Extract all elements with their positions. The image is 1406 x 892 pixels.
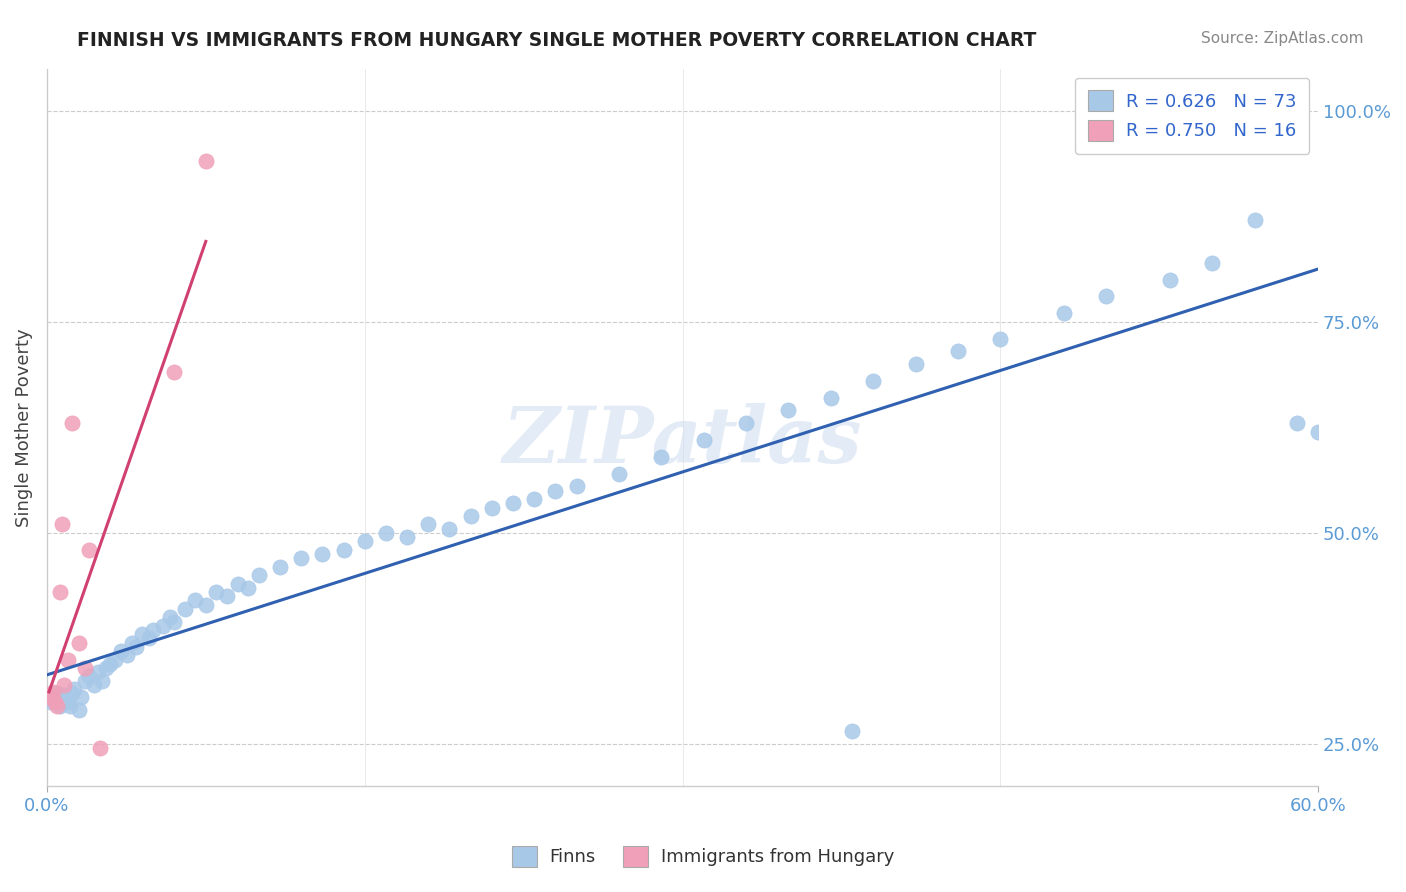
Point bbox=[215, 589, 238, 603]
Point bbox=[481, 500, 503, 515]
Point bbox=[418, 517, 440, 532]
Point bbox=[988, 332, 1011, 346]
Point bbox=[42, 693, 65, 707]
Legend: R = 0.626   N = 73, R = 0.750   N = 16: R = 0.626 N = 73, R = 0.750 N = 16 bbox=[1076, 78, 1309, 153]
Point bbox=[73, 673, 96, 688]
Text: FINNISH VS IMMIGRANTS FROM HUNGARY SINGLE MOTHER POVERTY CORRELATION CHART: FINNISH VS IMMIGRANTS FROM HUNGARY SINGL… bbox=[77, 31, 1036, 50]
Point bbox=[205, 585, 228, 599]
Point bbox=[39, 688, 62, 702]
Point bbox=[904, 357, 927, 371]
Legend: Finns, Immigrants from Hungary: Finns, Immigrants from Hungary bbox=[505, 838, 901, 874]
Point bbox=[77, 669, 100, 683]
Point bbox=[60, 416, 83, 430]
Point bbox=[946, 344, 969, 359]
Point bbox=[46, 698, 69, 713]
Point bbox=[142, 623, 165, 637]
Point bbox=[396, 530, 419, 544]
Point bbox=[42, 684, 65, 698]
Point bbox=[77, 542, 100, 557]
Point bbox=[1095, 289, 1118, 303]
Point bbox=[439, 522, 461, 536]
Point bbox=[51, 697, 73, 711]
Point bbox=[96, 661, 118, 675]
Point bbox=[69, 690, 91, 705]
Text: ZIPatlas: ZIPatlas bbox=[503, 403, 862, 480]
Point bbox=[238, 581, 260, 595]
Point bbox=[48, 698, 70, 713]
Point bbox=[290, 551, 312, 566]
Point bbox=[39, 695, 62, 709]
Point bbox=[565, 479, 588, 493]
Point bbox=[1243, 213, 1265, 227]
Point bbox=[247, 568, 270, 582]
Point bbox=[374, 525, 396, 540]
Point bbox=[56, 652, 79, 666]
Point bbox=[56, 695, 79, 709]
Point bbox=[332, 542, 354, 557]
Point bbox=[100, 657, 122, 671]
Point bbox=[194, 598, 217, 612]
Point bbox=[184, 593, 207, 607]
Point bbox=[820, 391, 842, 405]
Point bbox=[51, 517, 73, 532]
Point bbox=[44, 695, 66, 709]
Point bbox=[226, 576, 249, 591]
Point bbox=[38, 690, 60, 705]
Point bbox=[91, 673, 114, 688]
Point bbox=[110, 644, 132, 658]
Point bbox=[60, 686, 83, 700]
Point bbox=[83, 678, 105, 692]
Point bbox=[67, 635, 90, 649]
Point bbox=[46, 686, 69, 700]
Point bbox=[1201, 256, 1223, 270]
Point bbox=[159, 610, 181, 624]
Point bbox=[692, 433, 714, 447]
Point bbox=[502, 496, 524, 510]
Point bbox=[460, 508, 482, 523]
Text: Source: ZipAtlas.com: Source: ZipAtlas.com bbox=[1201, 31, 1364, 46]
Point bbox=[73, 661, 96, 675]
Point bbox=[52, 678, 75, 692]
Point bbox=[544, 483, 567, 498]
Point bbox=[163, 615, 186, 629]
Point bbox=[89, 741, 111, 756]
Point bbox=[269, 559, 291, 574]
Point bbox=[173, 602, 195, 616]
Point bbox=[44, 690, 66, 705]
Point bbox=[48, 585, 70, 599]
Point bbox=[841, 724, 863, 739]
Point bbox=[131, 627, 153, 641]
Y-axis label: Single Mother Poverty: Single Mother Poverty bbox=[15, 328, 32, 526]
Point bbox=[67, 703, 90, 717]
Point bbox=[650, 450, 672, 464]
Point bbox=[735, 416, 758, 430]
Point bbox=[1159, 272, 1181, 286]
Point bbox=[63, 681, 86, 696]
Point bbox=[121, 635, 143, 649]
Point bbox=[104, 652, 127, 666]
Point bbox=[59, 698, 82, 713]
Point bbox=[607, 467, 630, 481]
Point bbox=[55, 692, 77, 706]
Point bbox=[778, 403, 800, 417]
Point bbox=[163, 366, 186, 380]
Point bbox=[87, 665, 110, 680]
Point bbox=[311, 547, 333, 561]
Point bbox=[862, 374, 884, 388]
Point bbox=[117, 648, 139, 663]
Point bbox=[194, 154, 217, 169]
Point bbox=[138, 632, 160, 646]
Point bbox=[353, 534, 375, 549]
Point bbox=[1285, 416, 1308, 430]
Point bbox=[523, 492, 546, 507]
Point bbox=[125, 640, 148, 654]
Point bbox=[52, 688, 75, 702]
Point bbox=[152, 618, 174, 632]
Point bbox=[1053, 306, 1076, 320]
Point bbox=[1308, 425, 1330, 439]
